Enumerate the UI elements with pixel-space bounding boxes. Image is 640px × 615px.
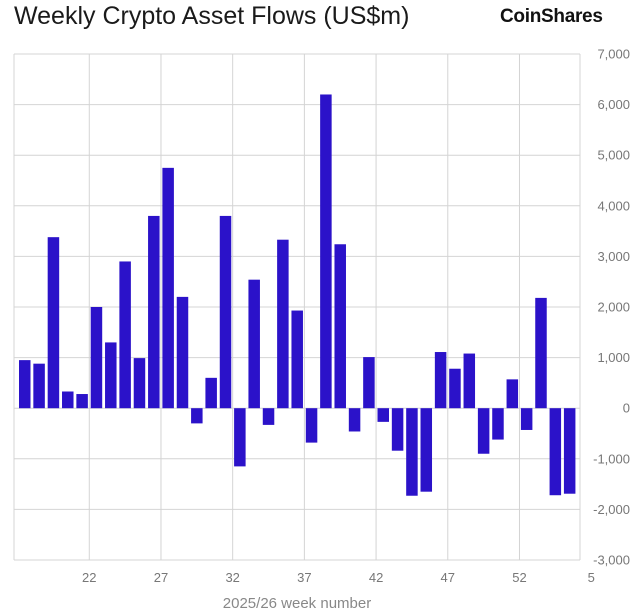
bar-week-18 bbox=[19, 360, 31, 409]
bar-week-20 bbox=[47, 237, 60, 409]
bar-week-37 bbox=[291, 310, 303, 409]
x-tick-label: 42 bbox=[369, 570, 383, 585]
bar-week-52 bbox=[506, 379, 519, 409]
x-tick-label: 32 bbox=[225, 570, 239, 585]
bar-week-50 bbox=[477, 408, 490, 454]
chart-title: Weekly Crypto Asset Flows (US$m) bbox=[14, 2, 410, 30]
x-tick-label: 47 bbox=[441, 570, 455, 585]
bar-week-22 bbox=[76, 394, 88, 409]
bar-week-44 bbox=[391, 408, 404, 451]
bar-week-26 bbox=[133, 358, 146, 409]
y-tick-label: 5,000 bbox=[597, 148, 630, 163]
bar-week-23 bbox=[90, 307, 103, 409]
bar-week-39 bbox=[320, 94, 332, 409]
coinshares-logo: CoinShares bbox=[500, 6, 603, 27]
bar-week-29 bbox=[176, 296, 189, 409]
bar-week-47 bbox=[434, 352, 447, 409]
x-tick-label: 5 bbox=[588, 570, 595, 585]
bar-week-36 bbox=[277, 239, 289, 409]
x-axis-label: 2025/26 week number bbox=[223, 595, 371, 612]
x-tick-label: 27 bbox=[154, 570, 168, 585]
x-tick-label: 22 bbox=[82, 570, 96, 585]
bar-week-27 bbox=[148, 215, 160, 409]
bar-week-49 bbox=[463, 353, 476, 409]
bar-week-34 bbox=[248, 279, 260, 409]
y-tick-label: -1,000 bbox=[593, 451, 630, 466]
bar-week-28 bbox=[162, 167, 174, 409]
bar-week-38 bbox=[305, 408, 318, 443]
x-axis-ticks: 22 27 32 37 42 47 52 5 bbox=[82, 570, 595, 585]
bar-week-45 bbox=[406, 408, 418, 496]
x-tick-label: 37 bbox=[297, 570, 311, 585]
y-tick-label: 2,000 bbox=[597, 300, 630, 315]
y-tick-label: 1,000 bbox=[597, 350, 630, 365]
y-tick-label: 4,000 bbox=[597, 198, 630, 213]
bar-week-51 bbox=[492, 408, 504, 440]
bar-week-1 bbox=[520, 408, 533, 430]
bar-week-46 bbox=[420, 408, 433, 492]
y-tick-label: -2,000 bbox=[593, 502, 630, 517]
bar-week-43 bbox=[377, 408, 389, 422]
bar-week-31 bbox=[205, 377, 217, 409]
bar-week-3 bbox=[549, 408, 562, 496]
bar-week-35 bbox=[262, 408, 275, 425]
bar-week-4 bbox=[563, 408, 576, 494]
bar-week-2 bbox=[535, 297, 547, 409]
y-tick-label: 3,000 bbox=[597, 249, 630, 264]
bars bbox=[19, 94, 576, 496]
bar-week-21 bbox=[62, 391, 74, 409]
bar-week-24 bbox=[105, 342, 117, 409]
bar-week-33 bbox=[234, 408, 246, 467]
bar-week-32 bbox=[219, 215, 232, 409]
y-tick-label: -3,000 bbox=[593, 553, 630, 568]
bar-week-42 bbox=[363, 357, 375, 409]
y-axis-ticks: 7,000 6,000 5,000 4,000 3,000 2,000 1,000 0 -1,0… bbox=[593, 47, 630, 568]
bar-week-41 bbox=[348, 408, 361, 432]
y-tick-label: 7,000 bbox=[597, 47, 630, 62]
y-tick-label: 6,000 bbox=[597, 97, 630, 112]
bar-week-30 bbox=[191, 408, 203, 424]
bar-week-19 bbox=[33, 363, 45, 409]
bar-week-40 bbox=[334, 244, 346, 409]
x-tick-label: 52 bbox=[512, 570, 526, 585]
y-tick-label: 0 bbox=[623, 401, 630, 416]
bar-week-25 bbox=[119, 261, 131, 409]
bar-week-48 bbox=[449, 368, 461, 409]
